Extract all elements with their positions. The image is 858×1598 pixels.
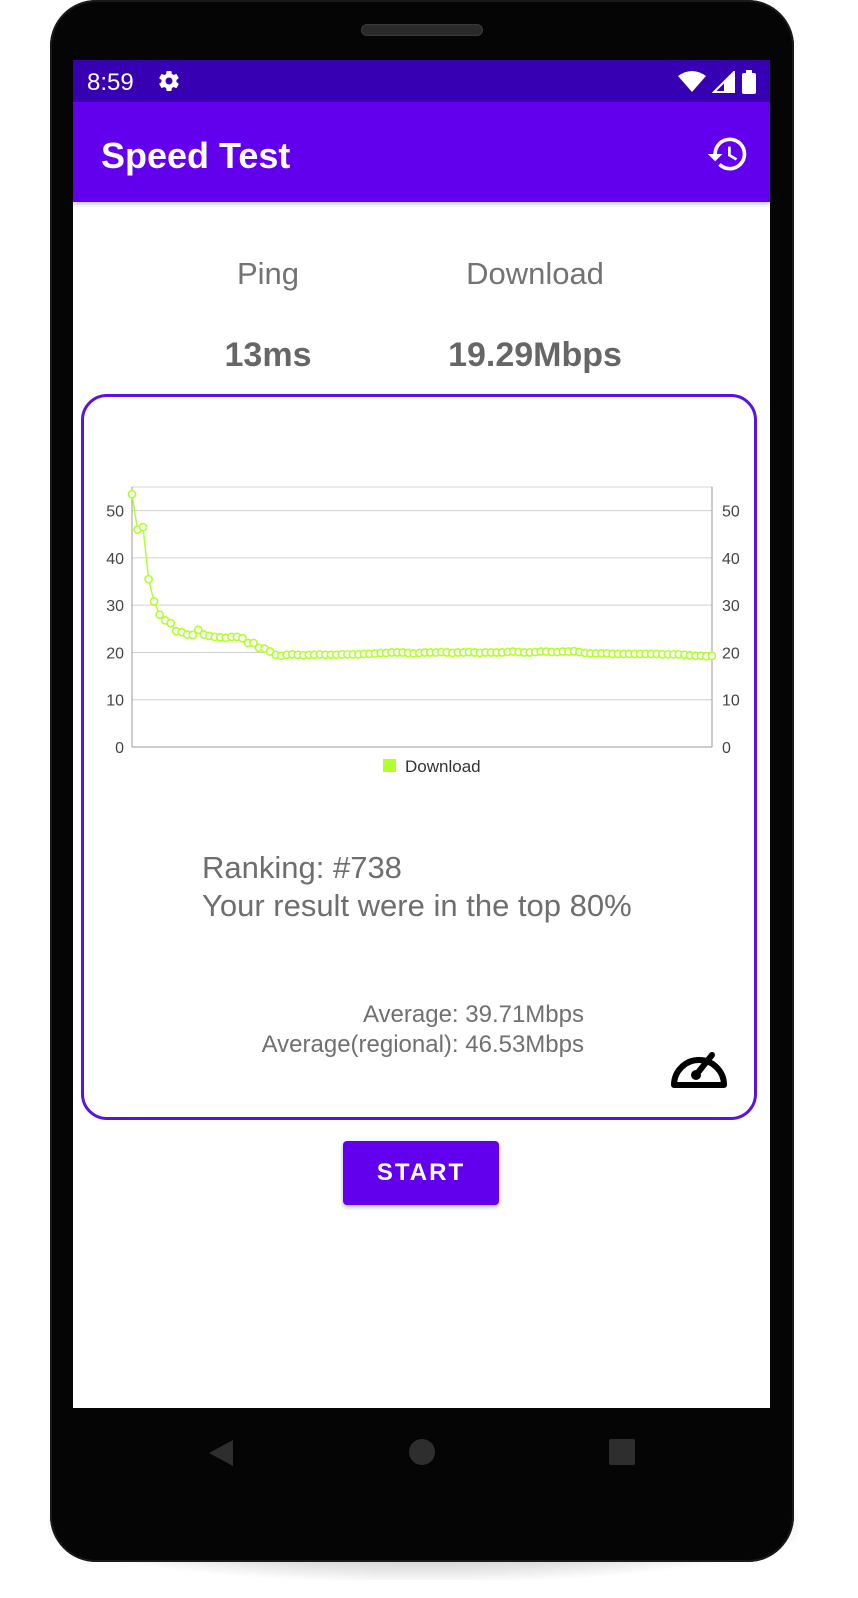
history-icon[interactable]: [706, 132, 750, 176]
y-tick-label-right: 0: [722, 740, 731, 757]
y-tick-label-left: 50: [106, 504, 124, 521]
regional-average-text: Average(regional): 46.53Mbps: [261, 1031, 584, 1058]
y-tick-label-left: 0: [115, 740, 124, 757]
y-tick-label-right: 40: [722, 551, 740, 568]
data-point: [166, 618, 176, 628]
speedometer-icon: [671, 1052, 727, 1088]
gear-icon: [159, 71, 179, 92]
status-time: 8:59: [87, 69, 134, 96]
home-icon[interactable]: [407, 1437, 437, 1467]
legend-label: Download: [405, 757, 481, 776]
ranking-text: Ranking: #738: [202, 850, 402, 885]
recents-icon[interactable]: [607, 1437, 637, 1467]
series-line: [131, 493, 713, 657]
data-point: [188, 630, 198, 640]
status-icons: [678, 70, 756, 94]
data-point: [144, 574, 153, 584]
start-button[interactable]: START: [343, 1141, 499, 1205]
app-bar: Speed Test: [73, 102, 770, 202]
download-label: Download: [466, 256, 604, 291]
data-point: [249, 638, 258, 648]
battery-icon: [742, 70, 756, 94]
phone-frame: 8:59 Speed Test: [50, 0, 794, 1562]
wifi-icon: [678, 71, 706, 92]
navigation-bar: [73, 1408, 770, 1508]
y-tick-label-left: 30: [106, 598, 124, 615]
earpiece-speaker: [361, 24, 483, 36]
download-value: 19.29Mbps: [448, 336, 622, 374]
chart-frame: [131, 486, 713, 748]
app-title: Speed Test: [101, 135, 291, 176]
back-icon[interactable]: [205, 1438, 235, 1468]
app-screen: 8:59 Speed Test: [73, 60, 770, 1408]
status-bar: 8:59: [73, 60, 770, 102]
ping-label: Ping: [236, 256, 300, 291]
y-tick-label-left: 40: [106, 551, 124, 568]
y-tick-label-right: 10: [722, 693, 740, 710]
ping-value: 13ms: [224, 336, 312, 374]
y-tick-label-right: 50: [722, 504, 740, 521]
y-tick-label-left: 20: [106, 645, 124, 662]
data-point: [193, 625, 203, 635]
data-point: [155, 610, 165, 620]
data-point: [707, 651, 717, 661]
signal-icon: [712, 71, 735, 93]
download-chart: 0 0 10 10 20 20 30 30 40 40 50 50 Download: [106, 486, 740, 776]
ranking-percentile-text: Your result were in the top 80%: [202, 888, 632, 923]
ranking-block: Ranking: #738 Your result were in the to…: [202, 849, 632, 925]
average-text: Average: 39.71Mbps: [362, 1001, 584, 1028]
data-point: [149, 596, 159, 606]
y-tick-label-right: 30: [722, 598, 740, 615]
data-point: [238, 633, 247, 643]
data-point: [127, 489, 137, 499]
data-point: [138, 522, 148, 532]
legend-swatch: [383, 759, 396, 772]
y-tick-label-right: 20: [722, 645, 740, 662]
result-card: 0 0 10 10 20 20 30 30 40 40 50 50 Download Ranking: …: [81, 394, 757, 1120]
y-tick-label-left: 10: [106, 693, 124, 710]
